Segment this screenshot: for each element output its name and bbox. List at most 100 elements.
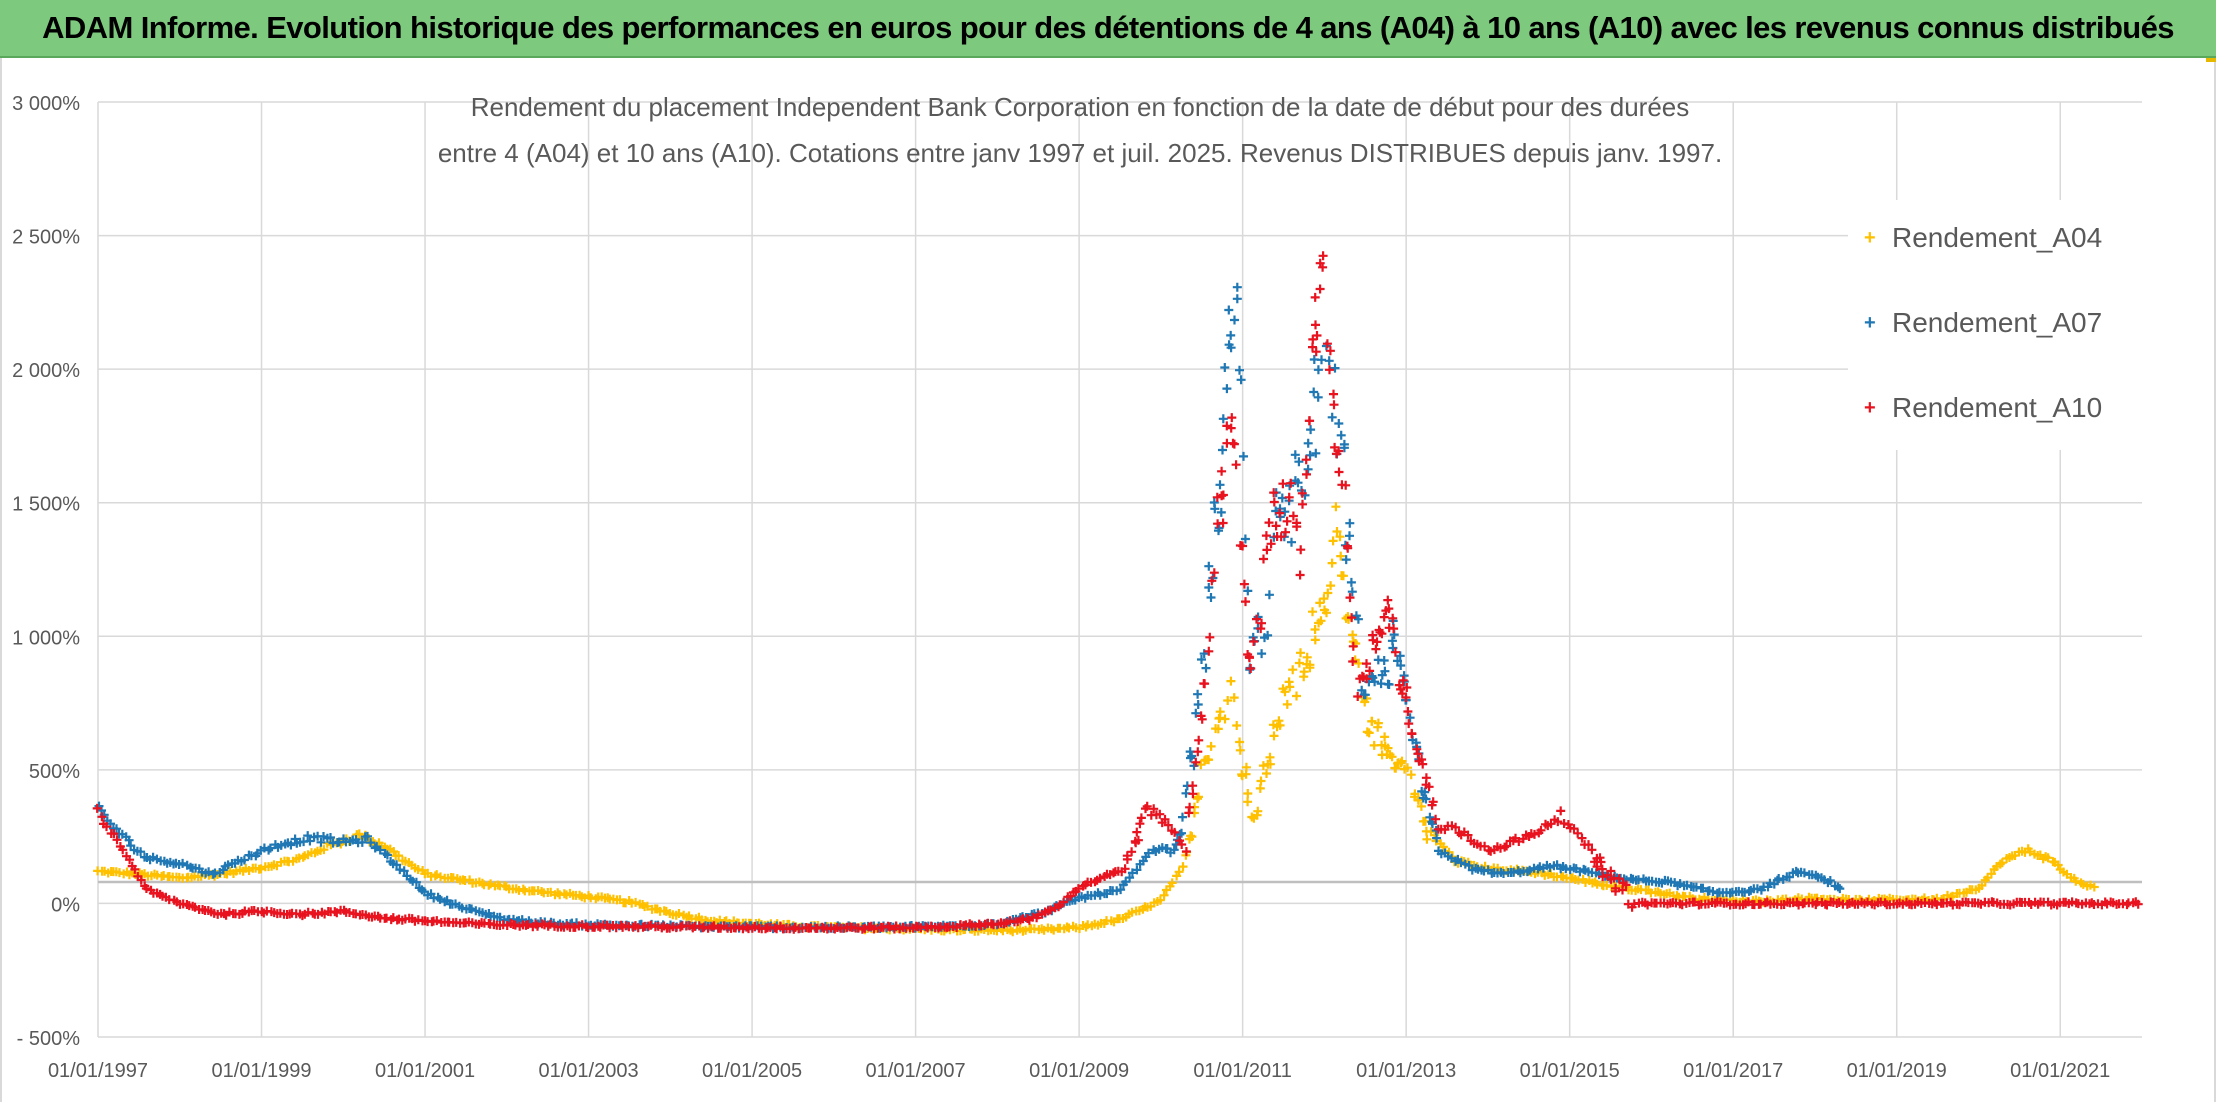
data-point <box>1228 438 1238 448</box>
data-point <box>1278 479 1288 489</box>
data-point <box>1380 666 1390 676</box>
data-point <box>1209 568 1219 578</box>
data-point <box>1186 831 1196 841</box>
data-point <box>1379 656 1389 665</box>
data-point <box>1287 537 1296 547</box>
data-point <box>298 852 308 862</box>
data-point <box>326 833 335 842</box>
data-point <box>1384 680 1394 689</box>
data-point <box>1243 797 1253 807</box>
data-point <box>1611 883 1621 893</box>
corner-mark <box>2206 58 2216 62</box>
data-point <box>1825 876 1835 885</box>
data-point <box>363 831 372 841</box>
data-point <box>1404 719 1414 729</box>
data-point <box>1380 732 1390 742</box>
data-point <box>2089 882 2099 892</box>
data-point <box>1229 693 1239 703</box>
data-point <box>1301 455 1311 465</box>
data-point <box>1188 781 1198 791</box>
data-point <box>1313 392 1323 402</box>
x-tick-label: 01/01/1997 <box>48 1060 148 1082</box>
data-point <box>1932 900 1942 910</box>
data-point <box>1390 647 1400 657</box>
data-point <box>1227 413 1237 423</box>
data-point <box>1205 632 1215 642</box>
data-point <box>354 829 364 839</box>
data-point <box>1194 735 1204 745</box>
data-point <box>1265 759 1275 769</box>
data-point <box>1317 355 1326 365</box>
data-point <box>1329 400 1339 410</box>
data-point <box>1402 683 1412 692</box>
data-point <box>1271 521 1281 531</box>
data-point <box>1556 806 1566 816</box>
data-point <box>1127 907 1137 917</box>
data-point <box>1281 527 1290 537</box>
data-point <box>1197 714 1207 724</box>
data-point <box>1345 518 1355 528</box>
data-point <box>316 837 326 847</box>
data-point <box>1232 294 1242 304</box>
data-point <box>1193 689 1203 699</box>
data-point <box>1303 464 1313 474</box>
data-point <box>1345 593 1355 603</box>
data-point <box>1698 883 1708 893</box>
axis-layer: - 500% 0% 500% 1 000% 1 500% 2 000% 2 500% 3 00… <box>12 93 2110 1082</box>
data-point <box>1204 646 1214 656</box>
data-point <box>1269 497 1279 507</box>
data-point <box>1224 305 1234 315</box>
data-point <box>477 878 487 888</box>
data-point <box>1204 561 1214 571</box>
data-point <box>1373 718 1383 728</box>
legend-item-a10: + Rendement_A10 <box>1864 388 2102 428</box>
data-point <box>1536 825 1546 835</box>
data-point <box>1308 342 1317 352</box>
data-point <box>1377 629 1387 639</box>
data-point <box>1282 516 1292 526</box>
data-point <box>1216 507 1226 517</box>
data-point <box>1149 804 1159 814</box>
data-point <box>399 866 409 876</box>
data-point <box>1336 551 1346 561</box>
data-point <box>1297 488 1307 498</box>
x-tick-label: 01/01/2005 <box>702 1060 802 1082</box>
data-point <box>1383 595 1393 605</box>
data-point <box>109 829 119 839</box>
data-point <box>1193 794 1202 804</box>
data-point <box>1296 545 1306 555</box>
legend-label-a04: Rendement_A04 <box>1892 222 2103 253</box>
data-point <box>2043 853 2053 863</box>
banner-title: ADAM Informe. Evolution historique des p… <box>42 10 2174 45</box>
data-point <box>2133 899 2143 909</box>
data-point <box>1334 467 1344 477</box>
data-point <box>1116 885 1126 895</box>
data-point <box>1343 543 1353 553</box>
data-point <box>1318 251 1328 261</box>
data-point <box>1207 576 1217 586</box>
data-point <box>319 845 329 855</box>
data-point <box>1325 346 1335 356</box>
data-point <box>1288 511 1298 521</box>
data-point <box>1135 819 1145 829</box>
data-point <box>1218 445 1227 455</box>
chart-title-line-1: Rendement du placement Independent Bank … <box>470 92 1690 122</box>
data-point <box>1334 419 1344 428</box>
data-point <box>1144 848 1153 858</box>
data-point <box>646 920 656 930</box>
data-point <box>467 904 477 914</box>
data-point <box>1163 820 1173 830</box>
data-point <box>303 831 313 841</box>
data-point <box>1204 755 1214 765</box>
data-point <box>1255 783 1265 793</box>
data-point <box>1241 762 1251 772</box>
x-tick-label: 01/01/2013 <box>1356 1060 1456 1082</box>
data-point <box>436 872 445 882</box>
data-point <box>533 921 542 931</box>
data-point <box>239 855 249 865</box>
data-point <box>1336 430 1346 440</box>
data-point <box>1394 680 1404 690</box>
data-point <box>1383 743 1393 753</box>
data-point <box>1312 331 1322 340</box>
data-point <box>1328 536 1338 546</box>
